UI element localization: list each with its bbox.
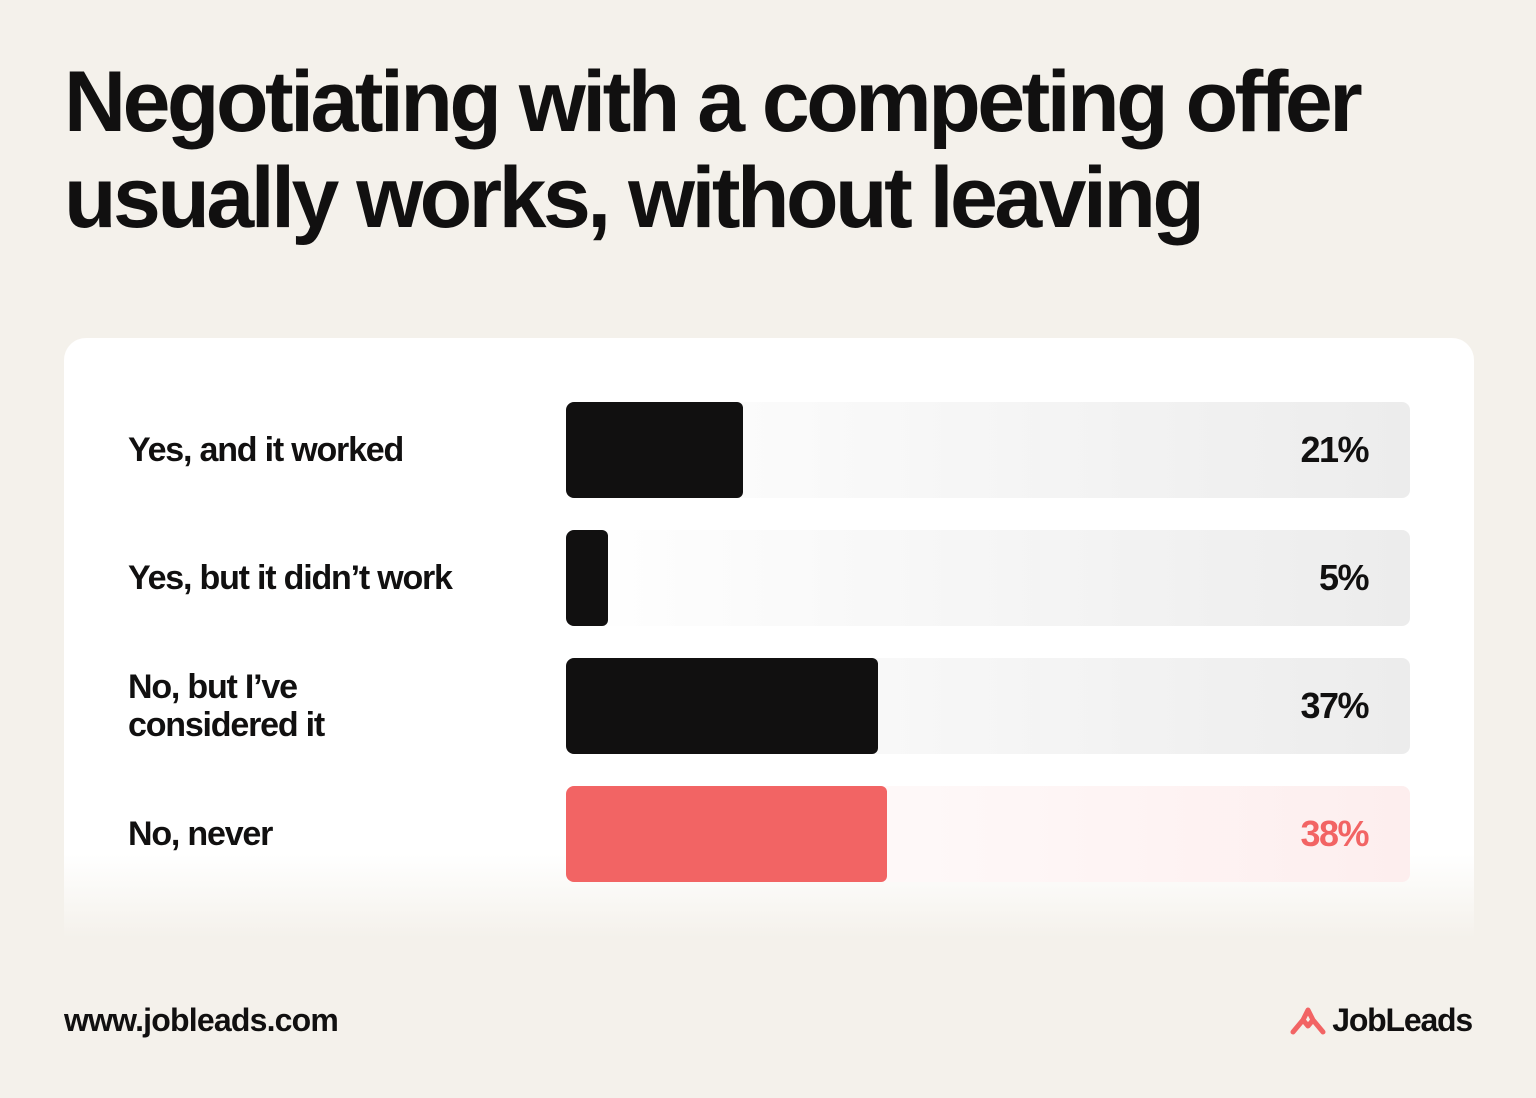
bar-row: No, never 38% (64, 786, 1474, 882)
brand-name: JobLeads (1332, 1002, 1473, 1038)
value-label: 21% (1300, 429, 1369, 470)
category-label-line: Yes, but it didn’t work (128, 559, 453, 597)
bar (566, 402, 743, 498)
category-label: Yes, and it worked (128, 402, 508, 498)
bar-row: No, but I’ve considered it 37% (64, 658, 1474, 754)
value-label: 37% (1300, 685, 1369, 726)
value-label: 38% (1300, 813, 1369, 854)
category-label: Yes, but it didn’t work (128, 530, 508, 626)
category-label-line: No, never (128, 815, 273, 853)
bar (566, 530, 608, 626)
bar-row: Yes, but it didn’t work 5% (64, 530, 1474, 626)
chart-title-line: usually works, without leaving (64, 150, 1205, 246)
category-label-line: Yes, and it worked (128, 431, 404, 469)
bar-track: 21% (566, 402, 1410, 498)
chart-card: Yes, and it worked 21% Yes, but it didn’t … (64, 338, 1474, 938)
bar-track: 38% (566, 786, 1410, 882)
brand-logo: JobLeads (1290, 1002, 1473, 1039)
jobleads-logo-icon (1290, 1007, 1326, 1034)
category-label-line: considered it (128, 706, 325, 744)
value-label: 5% (1318, 557, 1370, 598)
bar (566, 786, 887, 882)
bar (566, 658, 878, 754)
bar-track: 37% (566, 658, 1410, 754)
category-label: No, but I’ve considered it (128, 658, 508, 754)
category-label-line: No, but I’ve (128, 668, 298, 706)
category-label: No, never (128, 786, 508, 882)
chart-title-line: Negotiating with a competing offer (64, 54, 1363, 150)
bar-track: 5% (566, 530, 1410, 626)
bar-row: Yes, and it worked 21% (64, 402, 1474, 498)
chart-title: Negotiating with a competing offer usual… (64, 54, 1464, 246)
website-url: www.jobleads.com (64, 1002, 339, 1038)
